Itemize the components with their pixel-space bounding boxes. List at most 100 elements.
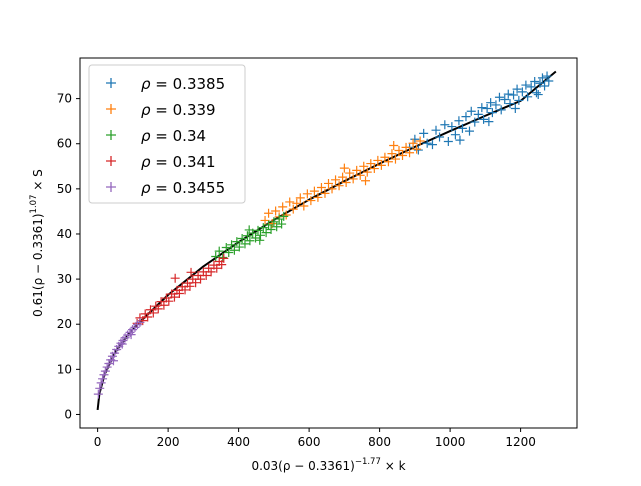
y-axis-label: 0.61(ρ − 0.3361)1.07 × S: [29, 169, 45, 317]
y-tick-label: 20: [57, 317, 72, 331]
data-point: [214, 246, 224, 256]
data-point: [93, 389, 103, 399]
data-point: [277, 219, 287, 229]
data-point: [523, 92, 533, 102]
data-point: [117, 339, 127, 349]
y-tick-label: 60: [57, 137, 72, 151]
data-point: [359, 161, 369, 171]
legend-marker: [106, 182, 116, 192]
legend-label: ρ = 0.3455: [141, 179, 225, 197]
data-point: [143, 312, 153, 322]
legend-label: ρ = 0.339: [141, 101, 216, 119]
data-point: [212, 263, 222, 273]
data-point: [389, 141, 399, 151]
legend-marker: [106, 156, 116, 166]
data-point: [540, 81, 550, 91]
data-point: [431, 125, 441, 135]
data-point: [383, 157, 393, 167]
data-point: [348, 174, 358, 184]
data-point: [473, 109, 483, 119]
data-point: [221, 243, 231, 253]
data-point: [514, 95, 524, 105]
data-point: [227, 240, 237, 250]
data-point: [464, 126, 474, 136]
data-point: [110, 348, 120, 358]
data-point: [100, 366, 110, 376]
data-point: [185, 281, 195, 291]
data-point: [405, 148, 415, 158]
data-point: [196, 274, 206, 284]
data-point: [251, 233, 261, 243]
data-point: [413, 145, 423, 155]
data-point: [299, 201, 309, 211]
data-point: [224, 247, 234, 257]
data-point: [482, 104, 492, 114]
x-tick-label: 800: [368, 435, 391, 449]
data-point: [313, 192, 323, 202]
data-point: [338, 172, 348, 182]
y-tick-label: 0: [64, 407, 72, 421]
y-tick-label: 40: [57, 227, 72, 241]
data-point: [126, 330, 136, 340]
data-point: [327, 184, 337, 194]
data-point: [494, 92, 504, 102]
data-point: [361, 176, 371, 186]
data-point: [104, 358, 114, 368]
data-point: [517, 87, 527, 97]
data-point: [245, 236, 255, 246]
data-point: [255, 230, 265, 240]
data-point: [533, 90, 543, 100]
series-3-points: [211, 211, 289, 262]
series-1-points: [405, 71, 554, 155]
legend-box: [88, 64, 246, 204]
data-point: [419, 128, 429, 138]
data-point: [292, 198, 302, 208]
data-point: [503, 89, 513, 99]
data-point: [373, 155, 383, 165]
data-point: [279, 211, 289, 221]
data-point: [320, 188, 330, 198]
data-point: [98, 374, 108, 384]
x-axis-label: 0.03(ρ − 0.3361)−1.77 × k: [251, 457, 405, 473]
data-point: [242, 231, 252, 241]
data-point: [530, 76, 540, 86]
series-5-points: [93, 317, 145, 399]
data-point: [500, 95, 510, 105]
data-point: [266, 224, 276, 234]
y-tick-label: 10: [57, 362, 72, 376]
y-tick-label: 50: [57, 182, 72, 196]
data-point: [229, 245, 239, 255]
data-point: [180, 285, 190, 295]
legend-label: ρ = 0.3385: [141, 75, 225, 93]
data-point: [352, 165, 362, 175]
legend-label: ρ = 0.34: [141, 127, 206, 145]
data-point: [135, 317, 145, 327]
legend-marker: [106, 104, 116, 114]
data-point: [240, 239, 250, 249]
data-point: [324, 178, 333, 188]
data-point: [366, 159, 376, 169]
data-point: [466, 106, 476, 116]
data-point: [302, 189, 312, 199]
data-point: [487, 108, 497, 118]
data-point: [219, 253, 229, 263]
data-point: [258, 223, 268, 233]
data-point: [288, 204, 298, 214]
data-point: [174, 289, 184, 299]
data-point: [309, 186, 319, 196]
data-point: [461, 112, 471, 122]
series-4-points: [132, 253, 229, 328]
legend-label: ρ = 0.341: [141, 153, 216, 171]
data-point: [261, 228, 271, 238]
data-point: [274, 214, 284, 224]
data-point: [295, 193, 305, 203]
data-point: [450, 130, 460, 140]
data-point: [526, 82, 536, 92]
data-point: [169, 292, 179, 302]
data-point: [390, 154, 400, 164]
data-point: [544, 76, 554, 86]
data-point: [509, 90, 519, 100]
data-point: [271, 206, 281, 216]
data-point: [159, 300, 169, 310]
